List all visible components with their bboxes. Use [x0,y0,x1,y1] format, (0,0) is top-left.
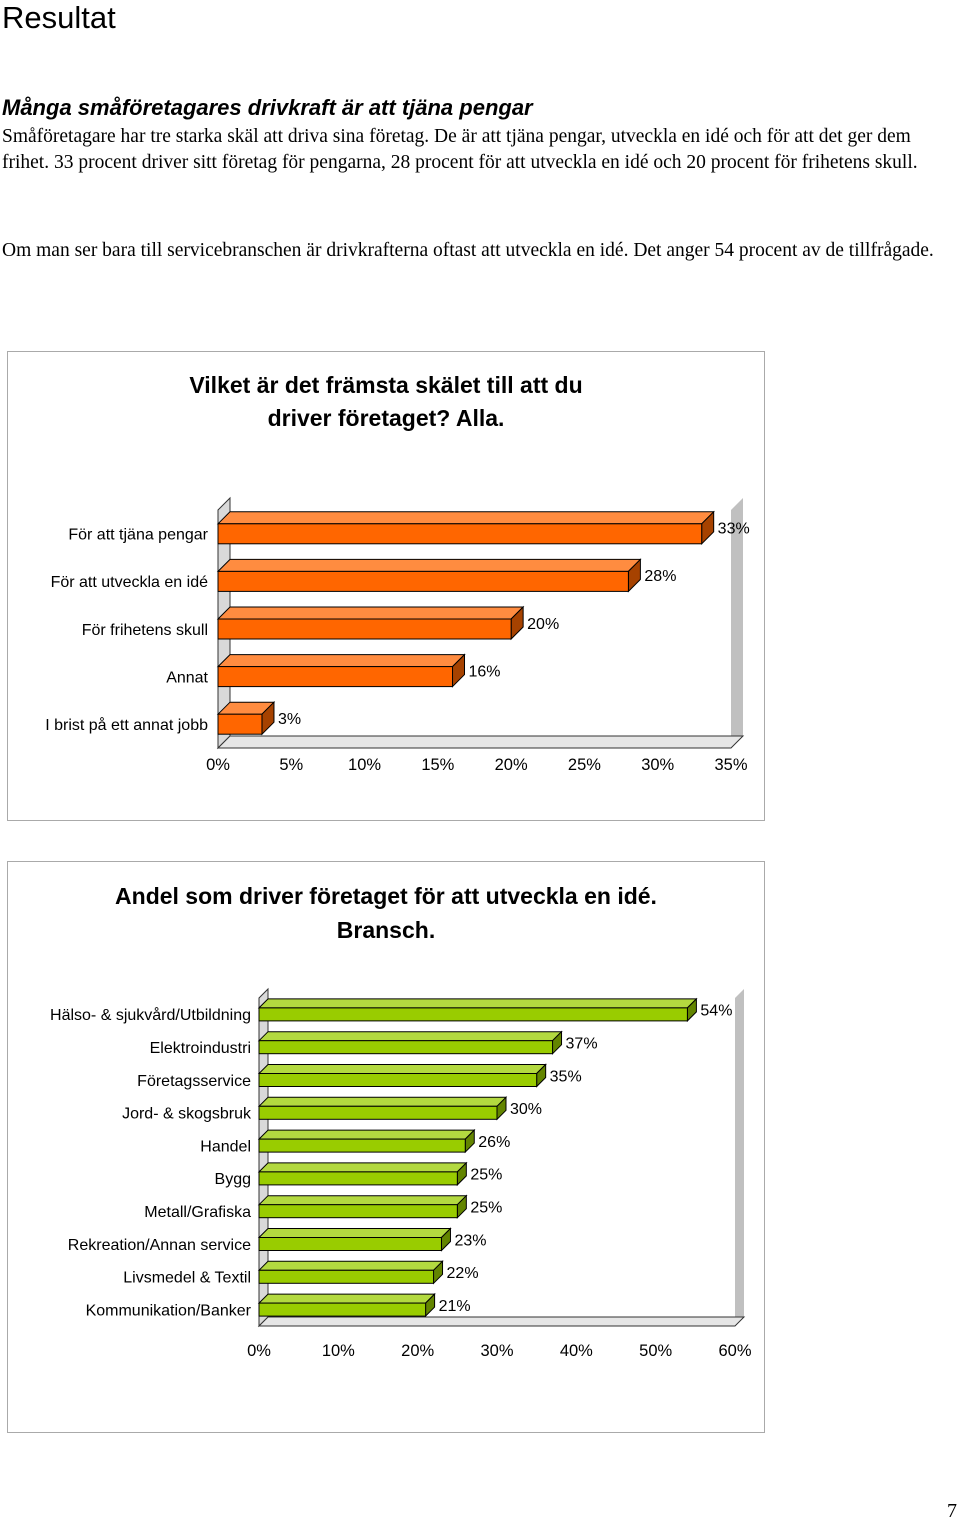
reasons-x-tick-label: 35% [714,756,747,774]
industry-category-label: Handel [200,1138,251,1155]
industry-bar [258,1040,554,1055]
industry-category-label: Metall/Grafiska [144,1204,251,1221]
chart-industry-title: Andel som driver företaget för att utvec… [8,879,764,947]
reasons-bar [217,713,263,735]
reasons-x-tick-label: 30% [641,756,674,774]
industry-bar [258,1138,466,1153]
industry-value-label: 25% [470,1199,502,1216]
reasons-category-label: För att tjäna pengar [68,527,208,544]
industry-bar-top [257,1228,452,1238]
reasons-back-wall [731,498,743,748]
industry-x-tick-label: 40% [560,1342,593,1360]
reasons-category-label: Annat [166,669,208,686]
industry-back-wall [735,989,744,1326]
chart-industry-svg: Hälso- & sjukvård/Utbildning 54% Elektroin… [50,987,752,1360]
reasons-x-tick-label: 0% [206,756,230,774]
industry-value-label: 25% [470,1167,502,1184]
industry-x-tick-label: 50% [639,1342,672,1360]
reasons-floor [216,735,745,749]
reasons-x-tick-label: 25% [568,756,601,774]
page-number: 7 [947,1500,957,1522]
industry-x-tick-label: 10% [322,1342,355,1360]
industry-value-label: 37% [566,1035,598,1052]
industry-bar-top [257,1031,563,1042]
industry-bar [258,1007,688,1022]
page-title: Resultat [2,0,116,35]
industry-bar [258,1105,498,1120]
reasons-x-tick-label: 15% [421,756,454,774]
reasons-category-label: För att utveckla en idé [51,574,209,591]
industry-x-tick-label: 30% [480,1342,513,1360]
reasons-value-label: 16% [469,663,501,680]
industry-x-tick-label: 60% [718,1342,751,1360]
chart-industry-title-line-2: Bransch. [336,917,436,943]
chart-reasons-svg: För att tjäna pengar 33% För att utveckla … [45,496,750,774]
industry-x-tick-label: 0% [247,1342,271,1360]
reasons-bar [217,523,703,545]
industry-value-label: 54% [700,1003,732,1020]
industry-bar-top [257,1162,468,1173]
industry-bar [258,1171,458,1186]
chart-industry-title-line-1: Andel som driver företaget för att utvec… [115,883,657,909]
industry-bar [258,1269,435,1284]
reasons-bar-top [216,511,715,525]
chart-reasons-title-line-2: driver företaget? Alla. [267,405,505,431]
reasons-bar [217,570,629,592]
industry-bar-top [257,1096,508,1107]
reasons-x-tick-label: 20% [495,756,528,774]
industry-bar [258,1302,427,1317]
industry-bar-top [257,1195,468,1206]
industry-bar-top [257,1129,476,1140]
industry-category-label: Företagsservice [137,1073,251,1090]
reasons-x-tick-label: 10% [348,756,381,774]
paragraph-2: Om man ser bara till servicebranschen är… [2,240,934,261]
paragraph-1: Småföretagare har tre starka skäl att dr… [2,126,918,173]
industry-bar-top [257,1064,547,1074]
industry-bar-top [257,998,698,1009]
industry-value-label: 23% [454,1232,486,1249]
reasons-bar-top [216,654,466,668]
reasons-bar [217,618,512,640]
reasons-value-label: 28% [644,568,676,585]
industry-category-label: Rekreation/Annan service [68,1237,251,1254]
industry-floor [257,1316,746,1327]
reasons-value-label: 33% [718,521,750,538]
industry-category-label: Bygg [215,1171,251,1188]
industry-bar [258,1237,442,1251]
industry-bar-top [257,1293,436,1304]
industry-value-label: 26% [478,1134,510,1151]
reasons-x-tick-label: 5% [279,756,303,774]
reasons-category-label: För frihetens skull [82,622,208,639]
industry-category-label: Livsmedel & Textil [123,1270,251,1287]
reasons-category-label: I brist på ett annat jobb [45,716,208,734]
industry-category-label: Kommunikation/Banker [86,1302,252,1319]
section-heading: Många småföretagares drivkraft är att tj… [2,95,533,120]
industry-value-label: 30% [510,1101,542,1118]
industry-value-label: 22% [447,1265,479,1282]
reasons-bar [217,666,454,688]
industry-x-tick-label: 20% [401,1342,434,1360]
chart-reasons-frame: Vilket är det främsta skälet till att du… [7,351,765,821]
chart-reasons-title-line-1: Vilket är det främsta skälet till att du [189,372,583,398]
reasons-bar-top [216,606,525,620]
industry-category-label: Hälso- & sjukvård/Utbildning [50,1006,251,1024]
industry-bar-top [257,1260,444,1271]
industry-value-label: 21% [439,1298,471,1315]
industry-category-label: Jord- & skogsbruk [122,1106,252,1123]
reasons-bar-top [216,558,642,572]
reasons-value-label: 3% [278,711,301,728]
industry-bar [258,1073,538,1087]
industry-value-label: 35% [550,1068,582,1085]
industry-category-label: Elektroindustri [150,1040,251,1057]
reasons-value-label: 20% [527,616,559,633]
industry-bar [258,1204,458,1219]
chart-reasons-title: Vilket är det främsta skälet till att du… [8,369,764,435]
chart-industry-frame: Andel som driver företaget för att utvec… [7,861,765,1433]
